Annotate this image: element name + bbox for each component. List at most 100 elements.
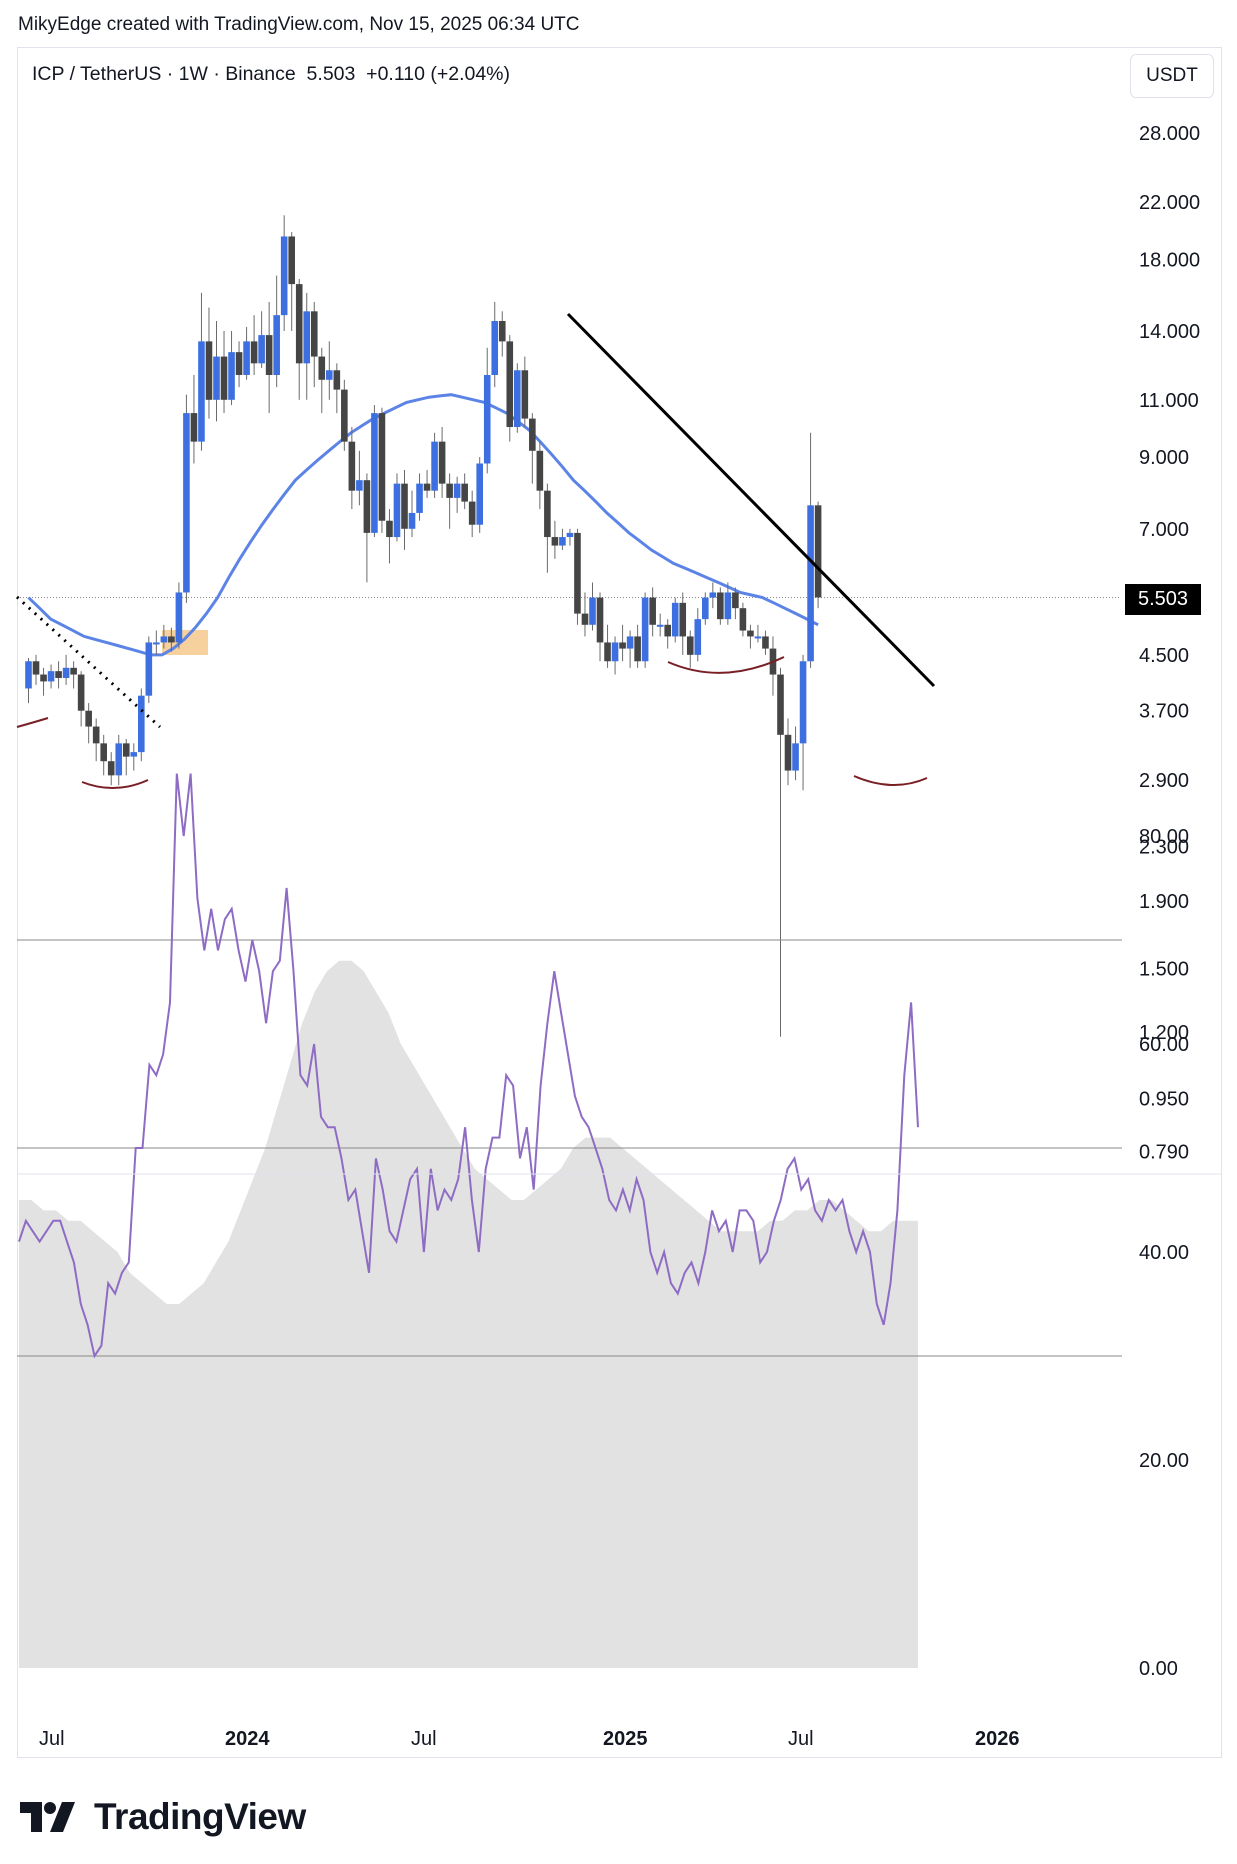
candle [153,630,160,655]
rsi-tick-label: 0.00 [1139,1658,1178,1680]
candle-body [183,413,190,593]
candle-body [326,370,333,380]
candle-body [220,356,228,400]
candle [559,528,566,550]
candle [310,301,318,388]
candle [183,394,190,603]
price-tick-label: 2.300 [1139,836,1189,858]
candle [604,624,611,668]
candle [160,624,168,649]
candle-body [431,441,438,491]
tradingview-logo[interactable]: TradingView [20,1796,306,1838]
rsi-tick-label: 40.00 [1139,1242,1189,1264]
candle-body [70,667,77,675]
chart-svg[interactable]: 28.000 22.000 18.000 14.000 11.000 9.000 7.000… [0,0,1237,1780]
rsi-line [18,773,919,1359]
price-tick-label: 0.950 [1139,1089,1189,1111]
candle-body [476,463,483,525]
candle [341,379,348,451]
candle [574,528,581,625]
candle [32,654,40,685]
candle-body [55,671,62,678]
candle [739,602,747,637]
candle [138,688,145,762]
x-tick-label: 2024 [225,1728,270,1750]
candle [551,520,559,559]
candle-body [491,320,499,375]
candle [303,292,311,400]
x-tick-label: Jul [39,1728,65,1750]
candle [777,667,784,1037]
candle-body [784,734,792,771]
candle-body [258,335,265,364]
candle-body [416,483,423,513]
arc-bottom-3 [853,775,928,787]
candle-body [280,236,288,316]
candle [213,320,220,422]
candle [348,427,356,510]
price-tick-label: 1.500 [1139,958,1189,980]
candle [799,654,807,791]
candle-body [739,608,747,631]
candle [634,624,641,668]
candle-body [153,642,160,645]
candle [393,473,401,542]
candle [220,331,228,414]
candle [717,587,724,625]
candle [250,315,258,375]
candle [641,592,649,668]
candle-body [453,483,461,498]
currency-selector[interactable]: USDT [1130,54,1214,98]
candle [446,473,453,529]
candle [70,661,77,689]
arc-bottom-1 [81,779,149,790]
candle [25,658,32,704]
candle-body [596,597,604,643]
candle-body [792,743,799,771]
candle [536,441,544,510]
candle [649,587,656,637]
candle [40,667,47,696]
candle [619,624,626,662]
candle [483,347,491,474]
candle-body [514,370,521,428]
candle-body [250,341,258,364]
candle-body [393,483,401,538]
candle [423,470,431,498]
candle-body [717,592,724,620]
candle [476,457,483,533]
candle-body [160,636,168,643]
last-price-badge: 5.503 [1125,584,1201,615]
candle-body [122,743,130,757]
candle-body [333,370,341,390]
candle [521,356,529,428]
candle [47,664,55,689]
candle-body [724,592,732,620]
candle [92,718,100,762]
candle [85,703,92,744]
candle-body [190,413,198,442]
candle [754,624,762,643]
price-tick-label: 1.200 [1139,1022,1189,1044]
candle [529,413,536,484]
candle [295,278,303,400]
candle [807,432,814,668]
x-tick-label: Jul [411,1728,437,1750]
candle [611,636,619,675]
candle [461,473,468,510]
candle [762,630,769,655]
price-tick-label: 9.000 [1139,447,1189,469]
candle-body [529,418,536,451]
candle [747,624,754,649]
candle-body [168,636,175,643]
candle-body [401,483,408,529]
candle-body [544,490,551,538]
candle-body [386,520,393,538]
rsi-ma-band [19,960,918,1668]
candle [792,726,799,781]
candle-body [265,335,273,375]
candle-body [611,642,619,662]
candle-body [40,674,47,682]
candle-body [702,597,709,620]
candle-body [581,613,589,625]
